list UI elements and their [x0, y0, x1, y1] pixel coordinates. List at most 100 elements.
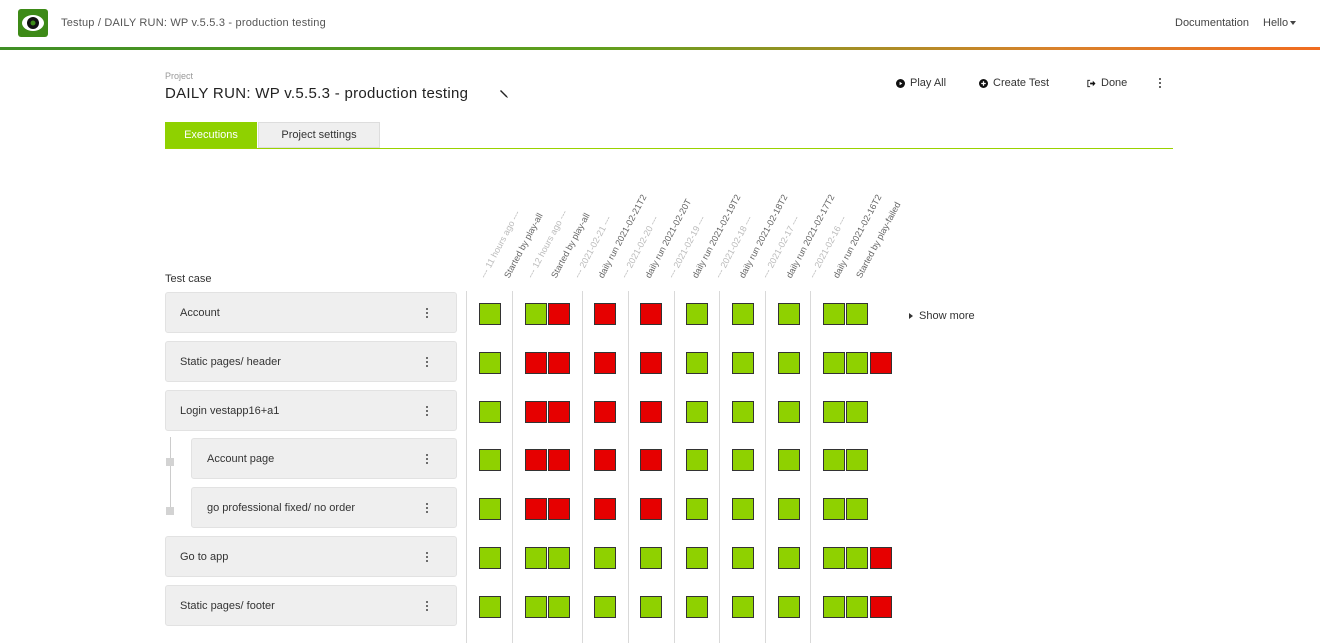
test-case-row[interactable]: Static pages/ header — [165, 341, 457, 382]
result-cell-pass[interactable] — [846, 498, 868, 520]
result-cell-pass[interactable] — [846, 401, 868, 423]
test-case-row[interactable]: go professional fixed/ no order — [191, 487, 457, 528]
result-cell-pass[interactable] — [479, 401, 501, 423]
result-cell-pass[interactable] — [479, 449, 501, 471]
result-cell-pass[interactable] — [640, 596, 662, 618]
result-cell-pass[interactable] — [823, 596, 845, 618]
app-breadcrumb-title[interactable]: Testup / DAILY RUN: WP v.5.5.3 - product… — [61, 17, 326, 29]
test-case-menu-icon[interactable] — [426, 601, 429, 612]
result-cell-pass[interactable] — [479, 303, 501, 325]
pencil-icon[interactable] — [498, 88, 510, 100]
result-cell-fail[interactable] — [594, 303, 616, 325]
result-cell-fail[interactable] — [640, 303, 662, 325]
result-cell-pass[interactable] — [548, 547, 570, 569]
result-cell-pass[interactable] — [846, 303, 868, 325]
result-cell-pass[interactable] — [479, 498, 501, 520]
result-cell-pass[interactable] — [732, 352, 754, 374]
result-cell-fail[interactable] — [525, 498, 547, 520]
user-menu[interactable]: Hello — [1263, 17, 1297, 29]
result-cell-pass[interactable] — [732, 449, 754, 471]
more-options-icon[interactable] — [1158, 78, 1162, 90]
result-cell-pass[interactable] — [479, 547, 501, 569]
result-cell-pass[interactable] — [686, 596, 708, 618]
result-cell-pass[interactable] — [640, 547, 662, 569]
result-cell-fail[interactable] — [640, 498, 662, 520]
result-cell-pass[interactable] — [686, 547, 708, 569]
result-cell-pass[interactable] — [823, 401, 845, 423]
result-cell-fail[interactable] — [594, 449, 616, 471]
result-cell-pass[interactable] — [778, 401, 800, 423]
result-cell-pass[interactable] — [823, 352, 845, 374]
result-cell-fail[interactable] — [525, 449, 547, 471]
test-case-menu-icon[interactable] — [426, 308, 429, 319]
test-case-menu-icon[interactable] — [426, 406, 429, 417]
result-cell-pass[interactable] — [732, 401, 754, 423]
result-cell-pass[interactable] — [846, 547, 868, 569]
result-cell-fail[interactable] — [870, 596, 892, 618]
column-title-label[interactable]: Started by play-failed — [854, 200, 903, 280]
result-cell-pass[interactable] — [846, 596, 868, 618]
result-cell-fail[interactable] — [525, 352, 547, 374]
show-more-button[interactable]: Show more — [909, 310, 975, 322]
result-cell-pass[interactable] — [732, 547, 754, 569]
result-cell-pass[interactable] — [778, 498, 800, 520]
result-cell-pass[interactable] — [778, 352, 800, 374]
result-cell-fail[interactable] — [594, 498, 616, 520]
result-cell-pass[interactable] — [778, 547, 800, 569]
result-cell-pass[interactable] — [686, 401, 708, 423]
result-cell-fail[interactable] — [548, 498, 570, 520]
result-cell-pass[interactable] — [525, 547, 547, 569]
result-cell-fail[interactable] — [640, 401, 662, 423]
test-case-menu-icon[interactable] — [426, 357, 429, 368]
test-case-row[interactable]: Account — [165, 292, 457, 333]
result-cell-fail[interactable] — [870, 352, 892, 374]
result-cell-fail[interactable] — [525, 401, 547, 423]
testup-logo-icon[interactable] — [18, 9, 48, 37]
test-case-row[interactable]: Static pages/ footer — [165, 585, 457, 626]
done-button[interactable]: Done — [1086, 77, 1127, 89]
result-cell-pass[interactable] — [732, 596, 754, 618]
result-cell-pass[interactable] — [479, 596, 501, 618]
result-cell-pass[interactable] — [823, 449, 845, 471]
result-cell-fail[interactable] — [548, 303, 570, 325]
documentation-link[interactable]: Documentation — [1175, 17, 1249, 29]
result-cell-fail[interactable] — [870, 547, 892, 569]
result-cell-pass[interactable] — [778, 596, 800, 618]
result-cell-pass[interactable] — [594, 547, 616, 569]
play-all-button[interactable]: Play All — [896, 77, 946, 89]
result-cell-pass[interactable] — [686, 449, 708, 471]
test-case-menu-icon[interactable] — [426, 552, 429, 563]
result-cell-pass[interactable] — [823, 498, 845, 520]
test-case-menu-icon[interactable] — [426, 454, 429, 465]
test-case-row[interactable]: Go to app — [165, 536, 457, 577]
tab-executions[interactable]: Executions — [165, 122, 257, 148]
result-cell-pass[interactable] — [686, 352, 708, 374]
result-cell-pass[interactable] — [686, 303, 708, 325]
tab-project-settings[interactable]: Project settings — [258, 122, 380, 148]
result-cell-pass[interactable] — [525, 303, 547, 325]
result-cell-pass[interactable] — [525, 596, 547, 618]
result-cell-fail[interactable] — [640, 449, 662, 471]
result-cell-pass[interactable] — [594, 596, 616, 618]
result-cell-fail[interactable] — [594, 352, 616, 374]
result-cell-pass[interactable] — [548, 596, 570, 618]
test-case-row[interactable]: Login vestapp16+a1 — [165, 390, 457, 431]
result-cell-fail[interactable] — [594, 401, 616, 423]
result-cell-pass[interactable] — [846, 449, 868, 471]
result-cell-fail[interactable] — [640, 352, 662, 374]
result-cell-fail[interactable] — [548, 401, 570, 423]
test-case-menu-icon[interactable] — [426, 503, 429, 514]
result-cell-pass[interactable] — [732, 303, 754, 325]
create-test-button[interactable]: Create Test — [979, 77, 1049, 89]
result-cell-pass[interactable] — [686, 498, 708, 520]
result-cell-pass[interactable] — [479, 352, 501, 374]
test-case-row[interactable]: Account page — [191, 438, 457, 479]
result-cell-pass[interactable] — [823, 547, 845, 569]
result-cell-fail[interactable] — [548, 449, 570, 471]
result-cell-pass[interactable] — [732, 498, 754, 520]
result-cell-pass[interactable] — [846, 352, 868, 374]
result-cell-fail[interactable] — [548, 352, 570, 374]
result-cell-pass[interactable] — [778, 449, 800, 471]
result-cell-pass[interactable] — [823, 303, 845, 325]
result-cell-pass[interactable] — [778, 303, 800, 325]
